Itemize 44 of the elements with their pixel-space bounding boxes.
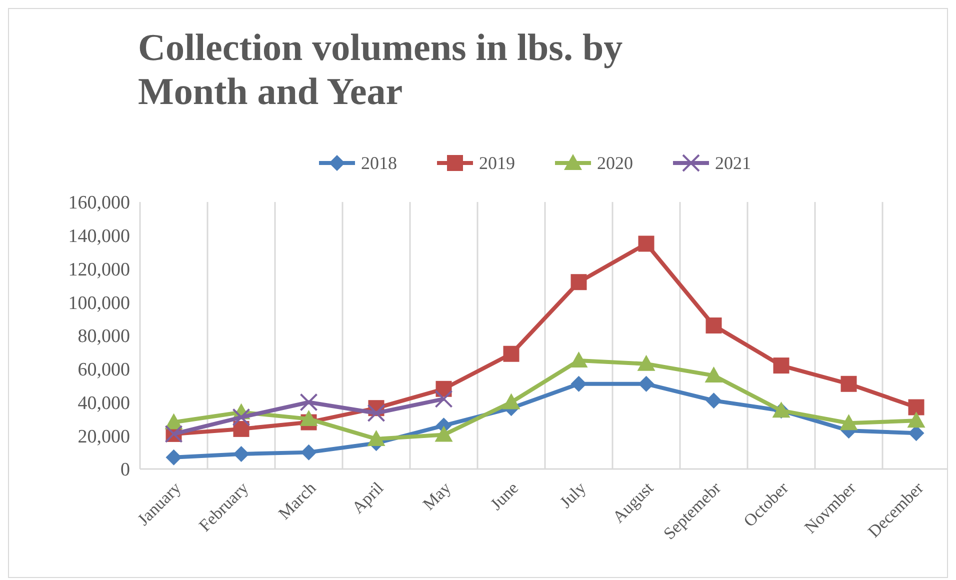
point: [232, 408, 250, 426]
point: [840, 376, 857, 392]
point: [367, 430, 386, 446]
point: [300, 444, 317, 460]
point: [300, 410, 318, 426]
point: [773, 358, 790, 374]
chart-title: Collection volumens in lbs. by Month and Year: [138, 27, 623, 113]
y-tick-label: 140,000: [68, 226, 130, 248]
x-tick-label: May: [419, 478, 455, 514]
y-tick-label: 100,000: [68, 292, 130, 314]
point: [638, 376, 654, 392]
y-tick-label: 0: [120, 460, 130, 481]
point: [503, 346, 520, 362]
point: [233, 446, 250, 462]
point: [706, 392, 722, 409]
point: [570, 274, 587, 290]
point: [908, 399, 924, 416]
legend-label: 2019: [479, 153, 515, 173]
point: [637, 354, 656, 371]
point: [570, 376, 587, 392]
y-tick-label: 160,000: [68, 192, 130, 214]
point: [434, 390, 453, 408]
point: [638, 236, 654, 252]
point: [367, 404, 386, 422]
point: [907, 412, 926, 428]
y-tick-label: 80,000: [78, 326, 130, 348]
point: [502, 393, 520, 410]
x-tick-label: July: [556, 478, 590, 512]
legend-label: 2018: [361, 153, 397, 173]
point: [704, 366, 723, 383]
point: [706, 317, 722, 334]
point: [166, 449, 182, 466]
y-tick-label: 120,000: [68, 259, 130, 280]
y-tick-label: 20,000: [78, 426, 130, 448]
point: [233, 420, 250, 437]
legend-label: 2021: [715, 153, 751, 173]
legend-label: 2020: [597, 153, 633, 173]
point: [570, 352, 588, 368]
point: [300, 393, 318, 412]
point: [434, 426, 453, 442]
y-tick-label: 60,000: [78, 360, 130, 381]
y-tick-label: 40,000: [78, 392, 130, 414]
x-tick-label: June: [486, 478, 522, 514]
point: [840, 414, 858, 430]
